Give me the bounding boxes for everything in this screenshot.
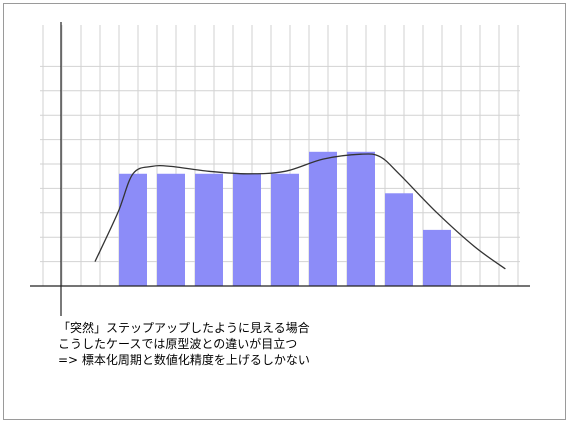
bar-6 — [309, 151, 337, 286]
caption-line-2: こうしたケースでは原型波との違いが目立つ — [58, 337, 298, 351]
caption-line-1: 「突然」ステップアップしたように見える場合 — [58, 321, 310, 335]
bar-3 — [195, 173, 223, 286]
series-line — [94, 153, 506, 270]
bar-9 — [423, 229, 451, 286]
bar-8 — [385, 193, 413, 286]
chart-line — [94, 153, 506, 270]
chart-axes — [30, 22, 530, 316]
bar-1 — [119, 173, 147, 286]
bar-2 — [157, 173, 185, 286]
bar-7 — [347, 151, 375, 286]
bar-4 — [233, 173, 261, 286]
chart-bars — [119, 151, 451, 286]
caption-line-3: => 標本化周期と数値化精度を上げるしかない — [58, 353, 310, 367]
caption: 「突然」ステップアップしたように見える場合 こうしたケースでは原型波との違いが目… — [58, 320, 310, 368]
bar-5 — [271, 173, 299, 286]
